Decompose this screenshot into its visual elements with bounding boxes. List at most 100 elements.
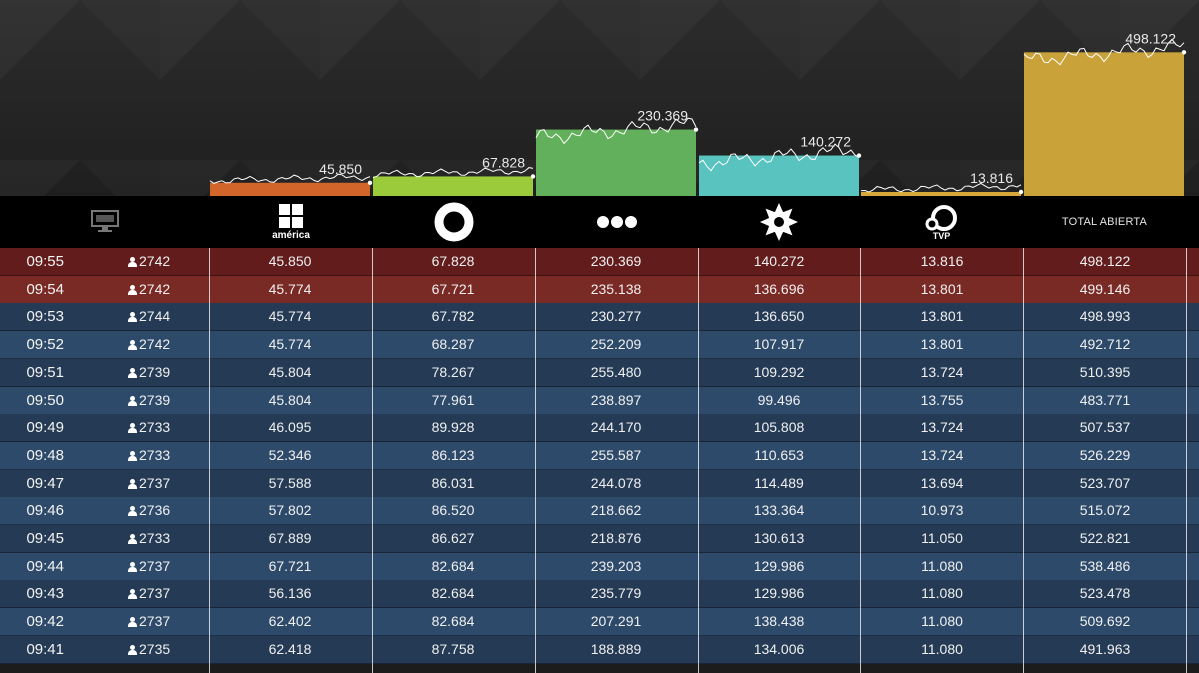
table-row[interactable]: 09:52 2742 45.774 68.287 252.209 107.917 13.80… <box>0 331 1199 360</box>
channel-sun[interactable] <box>698 196 860 248</box>
column-divider <box>698 248 699 673</box>
row-viewers: 2744 <box>128 303 188 330</box>
row-viewers: 2739 <box>128 387 188 414</box>
row-value: 13.816 <box>920 253 964 269</box>
person-icon <box>128 506 137 517</box>
column-divider <box>535 248 536 673</box>
chart-bar-label: 498.122 <box>1125 30 1176 46</box>
row-value: 67.721 <box>431 280 475 297</box>
row-value: 86.520 <box>431 502 475 519</box>
ratings-table: 09:55 2742 45.850 67.828 230.369 140.272 13.81… <box>0 248 1199 673</box>
row-value: 11.080 <box>921 585 963 602</box>
chart-bar <box>373 176 533 196</box>
row-value: 11.080 <box>921 613 963 630</box>
row-value: 45.774 <box>268 336 312 353</box>
row-time: 09:42 <box>26 613 64 631</box>
row-value: 492.712 <box>1079 336 1131 353</box>
table-row[interactable]: 09:41 2735 62.418 87.758 188.889 134.006 11.08… <box>0 635 1199 664</box>
channel-dots[interactable] <box>535 196 698 248</box>
row-viewers: 2733 <box>128 525 188 552</box>
viewers-count: 2739 <box>139 391 171 408</box>
chart-bar <box>536 129 696 196</box>
row-value: 207.291 <box>590 613 642 630</box>
row-time: 09:47 <box>26 474 64 492</box>
chart-point <box>693 127 699 132</box>
row-value: 133.364 <box>753 502 805 519</box>
viewers-count: 2742 <box>139 253 171 269</box>
channel-tvp[interactable]: TVP <box>860 196 1023 248</box>
table-row[interactable]: 09:46 2736 57.802 86.520 218.662 133.364 10.97… <box>0 497 1199 526</box>
row-value: 134.006 <box>753 640 805 657</box>
row-value: 13.801 <box>920 308 964 325</box>
person-icon <box>128 644 137 655</box>
viewers-count: 2735 <box>139 640 171 657</box>
row-value: 52.346 <box>268 446 312 463</box>
person-icon <box>128 478 137 489</box>
row-viewers: 2736 <box>128 497 188 524</box>
chart-point <box>856 153 862 158</box>
viewers-count: 2737 <box>139 474 171 491</box>
row-value: 538.486 <box>1079 557 1131 574</box>
table-row[interactable]: 09:47 2737 57.588 86.031 244.078 114.489 13.69… <box>0 469 1199 498</box>
row-time: 09:45 <box>26 530 64 547</box>
row-time: 09:41 <box>26 640 64 658</box>
person-icon <box>128 340 137 351</box>
row-time: 09:55 <box>26 253 64 270</box>
channel-america[interactable]: américa <box>210 196 372 248</box>
row-viewers: 2733 <box>128 442 188 469</box>
row-value: 13.724 <box>920 446 964 463</box>
table-row[interactable]: 09:45 2733 67.889 86.627 218.876 130.613 11.05… <box>0 525 1199 553</box>
row-value: 522.821 <box>1079 530 1131 546</box>
table-row[interactable]: 09:48 2733 52.346 86.123 255.587 110.653 13.72… <box>0 441 1199 470</box>
chart-trend-line <box>1023 38 1185 66</box>
row-value: 129.986 <box>753 557 805 574</box>
chart-trend-line <box>535 117 697 145</box>
row-value: 45.774 <box>268 308 312 325</box>
chart-bar-label: 13.816 <box>970 170 1013 186</box>
row-value: 82.684 <box>431 585 475 602</box>
row-value: 515.072 <box>1079 502 1131 519</box>
table-row[interactable]: 09:50 2739 45.804 77.961 238.897 99.496 13.755… <box>0 386 1199 415</box>
chart-bar <box>210 182 370 196</box>
table-row[interactable]: 09:44 2737 67.721 82.684 239.203 129.986 11.08… <box>0 552 1199 581</box>
row-value: 67.782 <box>431 308 475 325</box>
chart-trend-line <box>698 143 860 172</box>
row-value: 11.080 <box>921 640 963 657</box>
row-value: 188.889 <box>590 640 642 657</box>
column-divider <box>1023 248 1024 673</box>
total-abierta-label: TOTAL ABIERTA <box>1061 216 1148 228</box>
row-time: 09:49 <box>26 419 64 437</box>
channel-header: américa <box>0 196 1199 248</box>
table-row[interactable]: 09:51 2739 45.804 78.267 255.480 109.292 13.72… <box>0 358 1199 387</box>
column-divider <box>372 248 373 673</box>
table-row[interactable]: 09:53 2744 45.774 67.782 230.277 136.650 13.80… <box>0 303 1199 332</box>
viewers-count: 2744 <box>139 308 171 325</box>
channel-ring[interactable] <box>372 196 535 248</box>
person-icon <box>128 367 137 378</box>
column-divider <box>209 248 210 673</box>
three-dots-logo-icon <box>596 216 637 228</box>
row-value: 252.209 <box>590 336 642 353</box>
table-row[interactable]: 09:43 2737 56.136 82.684 235.779 129.986 11.08… <box>0 580 1199 609</box>
chart-trend-line <box>860 182 1022 193</box>
table-row[interactable]: 09:55 2742 45.850 67.828 230.369 140.272 13.81… <box>0 248 1199 276</box>
row-value: 235.779 <box>590 585 642 602</box>
row-viewers: 2737 <box>128 553 188 580</box>
row-value: 136.650 <box>753 308 805 325</box>
viewers-count: 2737 <box>139 557 171 574</box>
viewers-count: 2733 <box>139 446 171 463</box>
person-icon <box>128 617 137 628</box>
row-value: 109.292 <box>753 363 805 380</box>
chart-bar-label: 45.850 <box>319 161 362 177</box>
tvp-logo-text: TVP <box>932 230 951 241</box>
row-value: 114.489 <box>754 474 804 491</box>
row-value: 13.755 <box>920 391 964 408</box>
table-row[interactable]: 09:49 2733 46.095 89.928 244.170 105.808 13.72… <box>0 414 1199 443</box>
chart-bar-label: 230.369 <box>637 108 688 124</box>
table-row[interactable]: 09:42 2737 62.402 82.684 207.291 138.438 11.08… <box>0 608 1199 637</box>
table-row[interactable]: 09:54 2742 45.774 67.721 235.138 136.696 13.80… <box>0 275 1199 304</box>
tvp-logo-icon <box>925 204 957 231</box>
row-value: 255.480 <box>590 363 642 380</box>
chart-bar-label: 67.828 <box>482 154 525 170</box>
row-value: 230.369 <box>590 253 642 269</box>
